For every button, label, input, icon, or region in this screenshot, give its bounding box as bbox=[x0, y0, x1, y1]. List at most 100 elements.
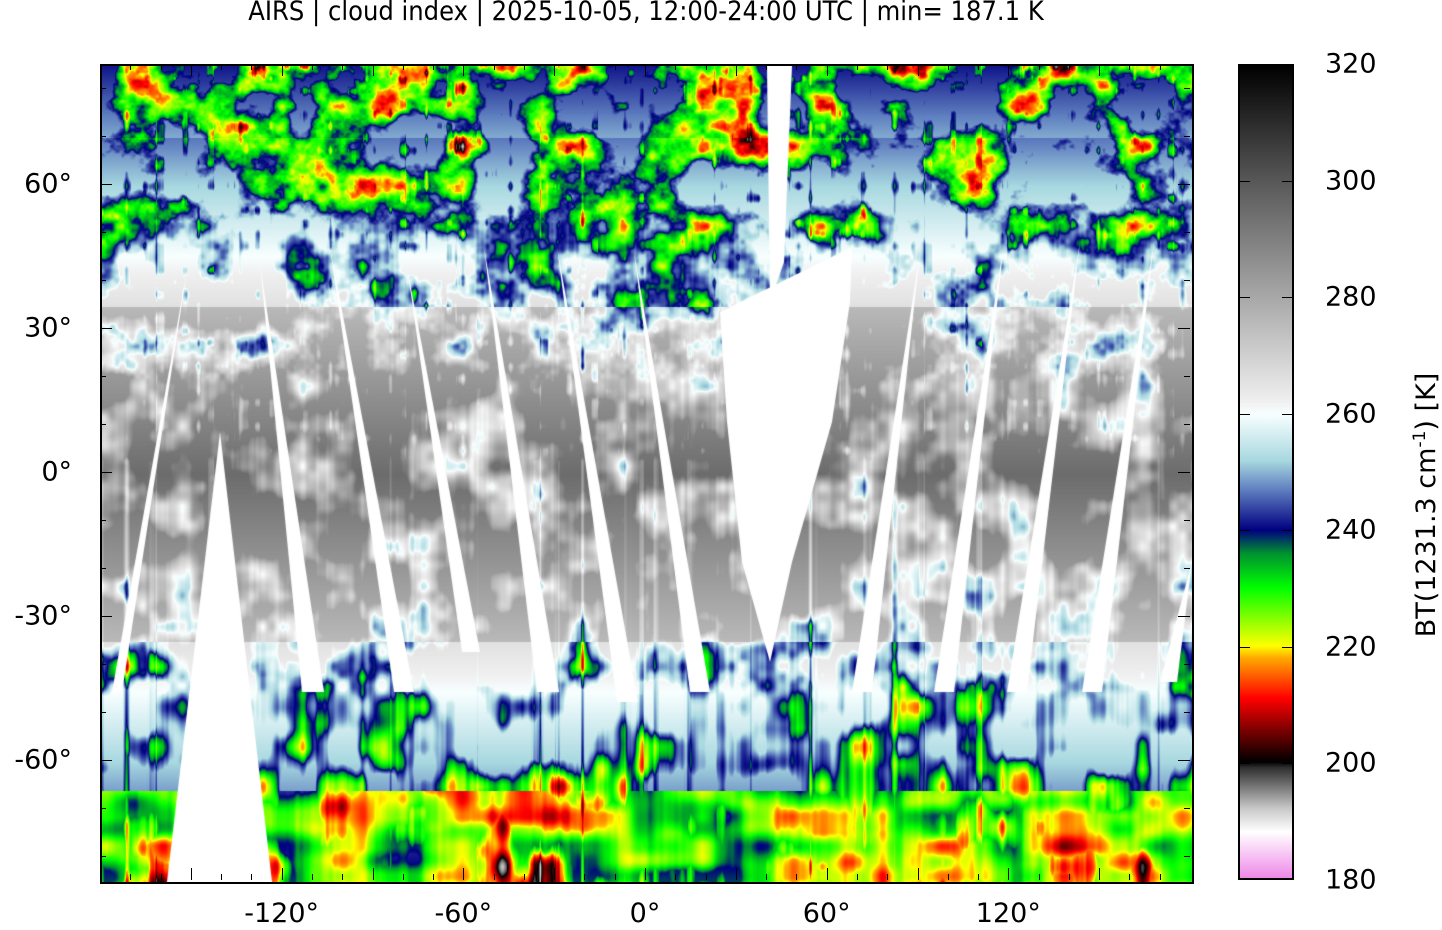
lon-tick bbox=[311, 874, 313, 880]
lon-tick bbox=[947, 874, 949, 880]
colorbar-tick-label: 200 bbox=[1325, 747, 1377, 779]
lon-tick-label: 120° bbox=[975, 898, 1041, 929]
lon-tick bbox=[978, 874, 980, 880]
lon-tick bbox=[614, 874, 616, 880]
lat-tick bbox=[1184, 712, 1190, 713]
lat-tick bbox=[100, 616, 112, 617]
lon-tick bbox=[130, 874, 132, 880]
colorbar-tick-label: 240 bbox=[1325, 514, 1377, 546]
lat-tick bbox=[1184, 136, 1190, 137]
lat-tick-label: -30° bbox=[14, 600, 72, 632]
lon-tick bbox=[372, 868, 374, 880]
lat-tick bbox=[1184, 808, 1190, 809]
lat-tick bbox=[1178, 616, 1190, 617]
lon-tick bbox=[856, 64, 858, 70]
lat-tick bbox=[100, 712, 106, 713]
colorbar-tick-label: 260 bbox=[1325, 398, 1377, 430]
lon-tick bbox=[826, 868, 828, 880]
lat-tick bbox=[1184, 664, 1190, 665]
lon-tick bbox=[433, 874, 435, 880]
colorbar-label-main: BT(1231.3 cm bbox=[1411, 447, 1442, 638]
lon-tick bbox=[614, 64, 616, 70]
lat-tick bbox=[1184, 856, 1190, 857]
lon-tick bbox=[1068, 64, 1070, 70]
lon-tick bbox=[887, 874, 889, 880]
colorbar-tick bbox=[1282, 763, 1294, 765]
lon-tick bbox=[160, 64, 162, 70]
lon-tick bbox=[251, 874, 253, 880]
colorbar-tick bbox=[1282, 530, 1294, 532]
lon-tick bbox=[705, 64, 707, 70]
plot-title: AIRS | cloud index | 2025-10-05, 12:00-2… bbox=[248, 0, 1044, 27]
lat-tick bbox=[100, 472, 112, 473]
lon-tick bbox=[766, 64, 768, 70]
colorbar-tick bbox=[1238, 180, 1250, 182]
lon-tick-label: -120° bbox=[244, 898, 320, 929]
colorbar-label: BT(1231.3 cm-1) [K] bbox=[1410, 373, 1442, 638]
lon-tick bbox=[917, 64, 919, 76]
colorbar-tick-label: 220 bbox=[1325, 631, 1377, 663]
lon-tick-label: -60° bbox=[434, 898, 493, 929]
colorbar-tick bbox=[1238, 646, 1250, 648]
lon-tick bbox=[1008, 64, 1010, 76]
lon-tick bbox=[584, 64, 586, 70]
lon-tick bbox=[493, 64, 495, 70]
lat-tick bbox=[100, 376, 106, 377]
lon-tick bbox=[372, 64, 374, 76]
lat-tick bbox=[1178, 472, 1190, 473]
lon-tick bbox=[978, 64, 980, 70]
brightness-temperature-map bbox=[100, 64, 1194, 884]
colorbar-tick bbox=[1282, 646, 1294, 648]
lat-tick bbox=[1184, 520, 1190, 521]
lon-tick bbox=[1068, 874, 1070, 880]
lat-tick bbox=[100, 520, 106, 521]
lon-tick bbox=[705, 874, 707, 880]
lat-tick bbox=[1184, 88, 1190, 89]
colorbar-tick bbox=[1282, 297, 1294, 299]
lon-tick bbox=[917, 868, 919, 880]
colorbar-tick bbox=[1238, 530, 1250, 532]
lat-tick-label: 30° bbox=[24, 312, 72, 344]
lon-tick bbox=[1159, 64, 1161, 70]
lon-tick bbox=[1099, 64, 1101, 76]
colorbar-tick bbox=[1238, 413, 1250, 415]
lon-tick bbox=[887, 64, 889, 70]
lon-tick bbox=[463, 868, 465, 880]
lon-tick bbox=[402, 874, 404, 880]
lon-tick bbox=[251, 64, 253, 70]
lat-tick bbox=[100, 664, 106, 665]
lat-tick bbox=[1184, 424, 1190, 425]
lon-tick bbox=[675, 64, 677, 70]
lat-tick bbox=[100, 568, 106, 569]
lon-tick bbox=[584, 874, 586, 880]
lon-tick bbox=[856, 874, 858, 880]
lon-tick bbox=[190, 64, 192, 76]
colorbar-tick-label: 300 bbox=[1325, 165, 1377, 197]
lon-tick bbox=[523, 64, 525, 70]
lon-tick bbox=[130, 64, 132, 70]
lon-tick bbox=[1129, 64, 1131, 70]
lat-tick bbox=[1178, 760, 1190, 761]
lon-tick bbox=[1038, 64, 1040, 70]
lon-tick bbox=[1099, 868, 1101, 880]
colorbar-tick-label: 180 bbox=[1325, 864, 1377, 896]
lon-tick bbox=[281, 64, 283, 76]
lon-tick bbox=[463, 64, 465, 76]
lon-tick bbox=[796, 874, 798, 880]
lon-tick bbox=[402, 64, 404, 70]
lon-tick bbox=[645, 64, 646, 76]
colorbar-label-sup: -1 bbox=[1410, 430, 1430, 448]
lat-tick bbox=[100, 136, 106, 137]
lon-tick bbox=[221, 874, 223, 880]
lon-tick bbox=[281, 868, 283, 880]
colorbar-tick bbox=[1238, 763, 1250, 765]
lat-tick bbox=[100, 184, 112, 185]
colorbar-tick bbox=[1282, 413, 1294, 415]
colorbar-tick bbox=[1282, 180, 1294, 182]
lon-tick bbox=[735, 868, 737, 880]
lon-tick bbox=[1129, 874, 1131, 880]
lon-tick bbox=[160, 874, 162, 880]
colorbar-tick-label: 320 bbox=[1325, 48, 1377, 80]
lon-tick bbox=[735, 64, 737, 76]
colorbar bbox=[1238, 64, 1294, 880]
